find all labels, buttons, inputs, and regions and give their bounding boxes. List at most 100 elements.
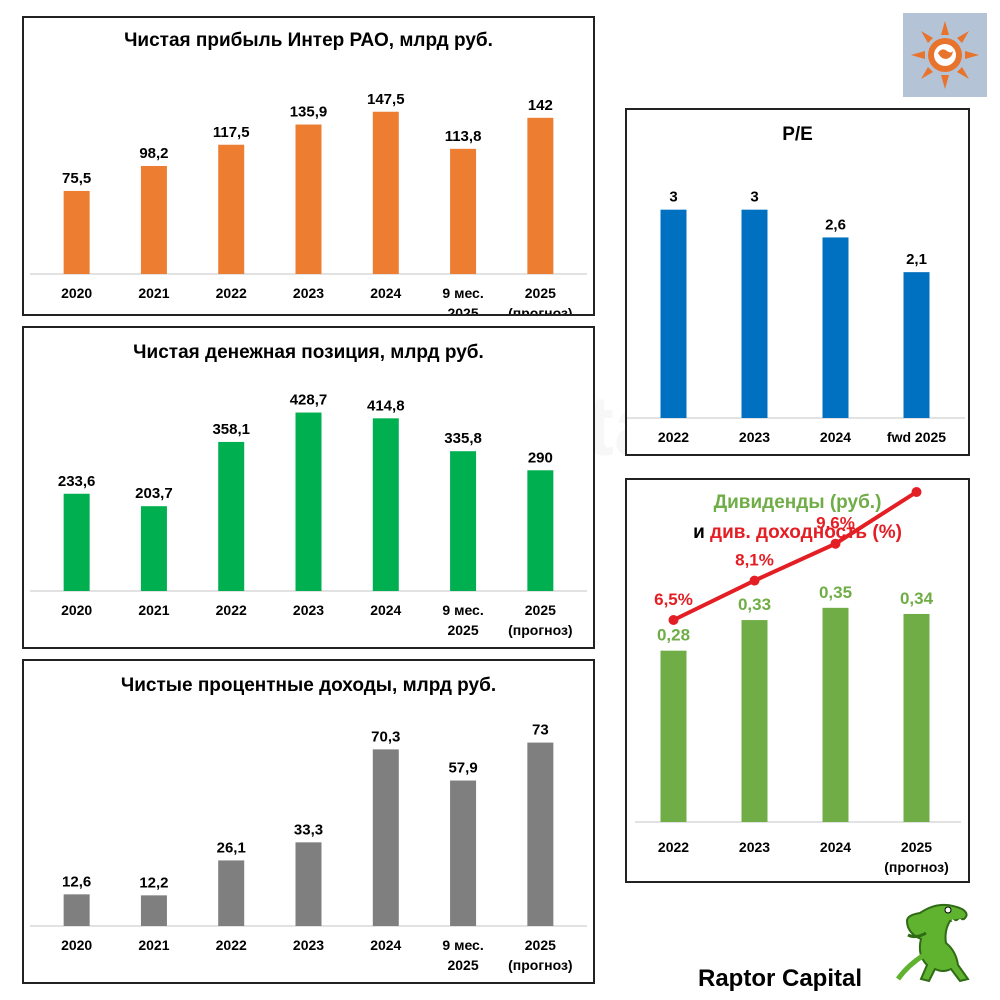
bar (822, 237, 849, 418)
data-label: 26,1 (217, 839, 246, 856)
x-tick-label: 2022 (216, 285, 247, 301)
data-label: 73 (532, 722, 549, 739)
dividend-bar (741, 620, 768, 822)
yield-label: 11,7% (893, 480, 940, 481)
x-tick-label: 2023 (293, 937, 324, 953)
x-tick-label: 2024 (370, 937, 401, 953)
yield-point (749, 575, 760, 586)
x-tick-label: 2025 (прогноз) (508, 937, 573, 973)
yield-title: и див. доходность (%) (627, 522, 968, 544)
x-tick-label: 2021 (138, 937, 169, 953)
bar (450, 148, 477, 274)
x-tick-label: 2022 (216, 602, 247, 618)
dividend-bar (822, 607, 849, 822)
data-label: 113,8 (445, 128, 482, 145)
bar (372, 418, 399, 591)
bar (295, 842, 322, 926)
x-tick-label: 2023 (293, 602, 324, 618)
data-label: 12,6 (62, 873, 91, 890)
x-tick-label: 2020 (61, 937, 92, 953)
data-label: 290 (528, 449, 553, 466)
bar (140, 506, 167, 591)
bar (218, 860, 245, 926)
x-tick-label: 2025 (прогноз) (508, 285, 573, 314)
data-label: 70,3 (371, 728, 400, 745)
data-label: 57,9 (448, 760, 477, 777)
x-tick-label: 9 мес. 2025 (442, 285, 483, 314)
dividend-label: 0,35 (819, 583, 852, 602)
yield-point (668, 615, 679, 625)
bar (903, 272, 930, 418)
dividends-plot: 0,28 2022 0,33 2023 0,35 2024 0,34 2025 (прогноз… (635, 480, 961, 875)
x-tick-label: 2023 (293, 285, 324, 301)
bar (295, 124, 322, 274)
pe-title: P/E (782, 124, 813, 145)
bar (527, 117, 554, 274)
data-label: 135,9 (290, 104, 328, 121)
data-label: 414,8 (367, 397, 405, 414)
yield-label: 9,6% (816, 514, 855, 533)
net-interest-chart: Чистые процентные доходы, млрд руб. 12,6… (22, 659, 595, 984)
dividend-bar (903, 613, 930, 822)
x-tick-label: 2025 (прогноз) (508, 602, 573, 638)
yield-label: 6,5% (654, 590, 693, 609)
dividend-label: 0,34 (900, 589, 934, 608)
bar (372, 111, 399, 274)
data-label: 147,5 (367, 91, 405, 108)
brand-name: Raptor Capital (698, 965, 863, 992)
data-label: 2,6 (825, 216, 846, 233)
inter-rao-sun-logo-icon (911, 21, 979, 89)
x-tick-label: 2023 (739, 429, 770, 445)
net-interest-title: Чистые процентные доходы, млрд руб. (120, 675, 497, 696)
x-tick-label: 2024 (370, 602, 401, 618)
net-profit-chart: Чистая прибыль Интер РАО, млрд руб. 75,5… (22, 16, 595, 316)
x-tick-label: 2020 (61, 602, 92, 618)
x-tick-label: 2024 (820, 839, 851, 855)
x-tick-label: 9 мес. 2025 (442, 602, 483, 638)
dividend-label: 0,33 (738, 595, 771, 614)
dividend-label: 0,28 (657, 626, 690, 645)
dividends-title: Дивиденды (руб.) (713, 492, 882, 513)
data-label: 2,1 (906, 251, 927, 268)
data-label: 203,7 (135, 485, 173, 502)
x-tick-label: 2023 (739, 839, 770, 855)
dividend-bar (660, 650, 687, 822)
bar (140, 895, 167, 926)
data-label: 335,8 (444, 430, 482, 447)
yield-line (672, 490, 918, 622)
x-tick-label: 9 мес. 2025 (442, 937, 483, 973)
net-cash-title: Чистая денежная позиция, млрд руб. (133, 342, 484, 363)
pe-plot: 3 2022 3 2023 2,6 2024 2,1 fwd 2025 (627, 189, 965, 445)
pe-chart: P/E 3 2022 3 2023 2,6 2024 2,1 fwd 2025 (625, 108, 970, 456)
data-label: 33,3 (294, 821, 323, 838)
x-tick-label: 2025 (прогноз) (884, 839, 949, 875)
data-label: 358,1 (212, 421, 250, 438)
x-tick-label: 2022 (658, 839, 689, 855)
data-label: 428,7 (290, 392, 328, 409)
bar (450, 780, 477, 926)
x-tick-label: 2022 (216, 937, 247, 953)
bar (140, 165, 167, 274)
data-label: 3 (669, 189, 677, 206)
x-tick-label: 2021 (138, 602, 169, 618)
net-profit-plot: 75,5 2020 98,2 2021 117,5 2022 135,9 2023 147,5 2… (30, 91, 587, 314)
bar (218, 441, 245, 591)
data-label: 117,5 (213, 124, 250, 141)
yield-point (911, 487, 922, 497)
x-tick-label: 2024 (820, 429, 851, 445)
x-tick-label: 2020 (61, 285, 92, 301)
yield-label: 8,1% (735, 551, 774, 570)
net-profit-title: Чистая прибыль Интер РАО, млрд руб. (124, 30, 493, 51)
raptor-dinosaur-icon (895, 903, 970, 983)
x-tick-label: 2021 (138, 285, 169, 301)
bar (63, 190, 90, 274)
net-cash-chart: Чистая денежная позиция, млрд руб. 233,6… (22, 326, 595, 649)
yield-point (830, 538, 841, 549)
bar (218, 144, 245, 274)
data-label: 75,5 (62, 170, 91, 187)
data-label: 233,6 (58, 473, 96, 490)
x-tick-label: 2024 (370, 285, 401, 301)
bar (63, 493, 90, 591)
yield-title-prefix: и (693, 522, 705, 543)
net-interest-plot: 12,6 2020 12,2 2021 26,1 2022 33,3 2023 70,3 2024… (30, 722, 587, 973)
